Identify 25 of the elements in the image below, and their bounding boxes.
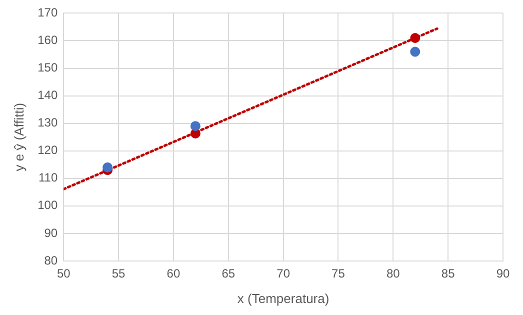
point <box>190 121 200 132</box>
y-tick-label: 170 <box>38 6 58 20</box>
x-tick-label: 75 <box>332 266 346 281</box>
y-tick-label: 160 <box>38 33 58 48</box>
y-tick-label: 140 <box>38 88 58 102</box>
point <box>410 46 420 57</box>
y-tick-label: 80 <box>44 253 58 268</box>
x-axis-title: x (Temperatura) <box>237 290 330 306</box>
y-tick-label: 150 <box>38 60 58 75</box>
x-tick-label: 55 <box>112 266 126 281</box>
y-tick-label: 130 <box>38 116 58 130</box>
y-tick-label: 110 <box>38 170 58 185</box>
x-tick-label: 65 <box>222 266 236 281</box>
x-tick-label: 85 <box>441 266 456 281</box>
y-tick-label: 90 <box>44 226 58 240</box>
x-tick-label: 80 <box>386 266 400 281</box>
x-tick-label: 90 <box>496 266 510 281</box>
point <box>410 32 420 43</box>
point <box>102 162 113 172</box>
x-tick-label: 50 <box>56 266 71 281</box>
y-tick-label: 120 <box>38 143 58 158</box>
x-tick-label: 70 <box>276 266 290 281</box>
y-axis-title: y e ŷ (Affitti) <box>11 102 26 172</box>
y-tick-label: 100 <box>38 198 58 212</box>
x-tick-label: 60 <box>166 266 180 281</box>
